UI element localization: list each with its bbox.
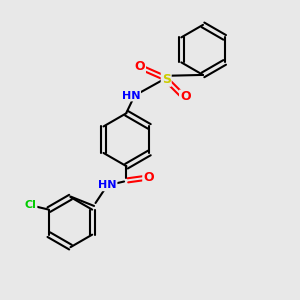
Text: O: O — [143, 172, 154, 184]
Text: HN: HN — [98, 180, 117, 190]
Text: S: S — [162, 73, 171, 86]
Text: O: O — [134, 60, 145, 73]
Text: HN: HN — [122, 91, 140, 100]
Text: Cl: Cl — [25, 200, 37, 210]
Text: O: O — [180, 91, 190, 103]
